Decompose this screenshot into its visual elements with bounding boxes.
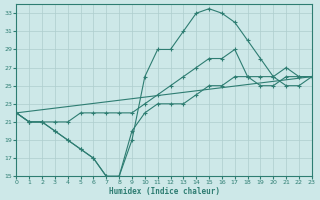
X-axis label: Humidex (Indice chaleur): Humidex (Indice chaleur) xyxy=(108,187,220,196)
